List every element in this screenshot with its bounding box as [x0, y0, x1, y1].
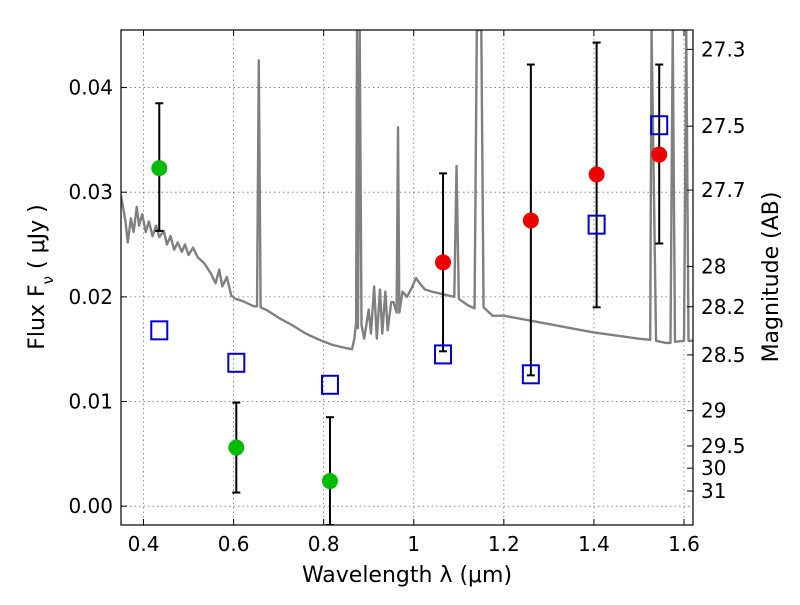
data-point-square [227, 352, 246, 373]
right-tick-label: 31 [701, 479, 726, 503]
x-tick-label: 0.4 [128, 532, 160, 556]
data-point-circle [651, 146, 668, 163]
x-tick-label: 0.6 [218, 532, 250, 556]
data-point-circle [588, 166, 605, 183]
data-point-square [320, 374, 339, 395]
data-point-circle [321, 473, 338, 490]
right-tick-label: 29 [701, 399, 726, 423]
y-tick-label: 0.01 [68, 390, 113, 414]
right-tick-label: 28.5 [701, 343, 746, 367]
data-point-circle [228, 439, 245, 456]
data-point-square [650, 115, 669, 136]
right-tick-label: 27.5 [701, 114, 746, 138]
x-tick-label: 0.8 [308, 532, 340, 556]
plot-frame [120, 29, 694, 526]
y-tick-label: 0.00 [68, 494, 113, 518]
model-spectrum-line [121, 30, 693, 351]
right-tick-label: 27.3 [701, 37, 746, 61]
x-axis-label: Wavelength λ (μm) [302, 563, 512, 588]
model-spectrum [121, 30, 693, 351]
right-tick-label: 27.7 [701, 178, 746, 202]
data-point-circle [435, 254, 452, 271]
x-tick-label: 1.2 [488, 532, 520, 556]
right-tick-label: 28.2 [701, 295, 746, 319]
data-point-circle [151, 160, 168, 177]
axis-ticks: 0.4 0.6 0.8 1 1.2 1.4 1.6 0.00 0.01 0.02 0.03 0.04 2… [68, 30, 746, 556]
right-tick-label: 29.5 [701, 434, 746, 458]
data-markers [150, 115, 669, 490]
y-tick-label: 0.03 [68, 180, 113, 204]
data-point-square [521, 364, 540, 385]
x-tick-label: 1.4 [578, 532, 610, 556]
y-axis-label-left: Flux Fν ( μJy ) [25, 204, 57, 349]
data-point-square [434, 344, 453, 365]
grid-lines [121, 30, 693, 525]
y-axis-label-right: Magnitude (AB) [759, 192, 784, 363]
x-tick-label: 1 [407, 532, 420, 556]
right-tick-label: 28 [701, 254, 726, 278]
right-tick-label: 30 [701, 456, 726, 480]
data-point-square [150, 320, 169, 341]
y-tick-label: 0.02 [68, 285, 113, 309]
x-tick-label: 1.6 [668, 532, 700, 556]
data-point-square [587, 214, 606, 235]
y-tick-label: 0.04 [68, 76, 113, 100]
data-point-circle [522, 212, 539, 229]
